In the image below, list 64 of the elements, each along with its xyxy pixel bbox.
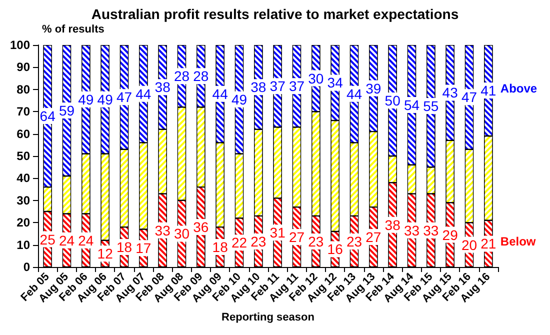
y-tick-label: 100: [10, 38, 30, 52]
data-label: 24: [78, 232, 94, 248]
data-label: 20: [461, 236, 478, 253]
data-label: 22: [231, 234, 248, 251]
y-axis-title: % of results: [42, 24, 104, 36]
data-label: 38: [250, 79, 266, 96]
data-label: 17: [136, 240, 152, 256]
data-label: 18: [116, 239, 132, 256]
y-tick-label: 10: [16, 238, 30, 252]
data-label: 30: [174, 226, 190, 242]
data-label: 33: [423, 222, 439, 238]
data-label: 23: [346, 233, 362, 250]
data-label: 36: [193, 219, 209, 236]
y-tick-label: 40: [16, 171, 30, 186]
y-tick-label: 0: [23, 260, 30, 274]
data-label: 37: [270, 78, 286, 94]
data-label: 47: [116, 89, 132, 106]
y-tick-label: 80: [16, 82, 30, 96]
data-label: 29: [442, 226, 458, 243]
data-label: 44: [346, 86, 362, 102]
y-tick-label: 60: [16, 126, 30, 141]
y-tick-label: 90: [16, 60, 30, 74]
data-label: 33: [404, 222, 420, 238]
data-label: 31: [270, 224, 286, 241]
data-label: 59: [58, 102, 75, 118]
data-label: 27: [288, 229, 305, 246]
data-label: 27: [366, 229, 382, 246]
data-label: 37: [288, 78, 305, 94]
data-label: 47: [461, 89, 478, 106]
data-label: 12: [97, 246, 114, 262]
series-label: Above: [500, 82, 538, 96]
series-label: Below: [500, 234, 536, 249]
data-label: 23: [308, 233, 324, 250]
data-label: 39: [366, 80, 382, 96]
data-label: 28: [193, 68, 209, 84]
data-label: 49: [231, 91, 248, 108]
data-label: 23: [250, 233, 266, 250]
data-label: 34: [327, 74, 344, 91]
y-tick-label: 20: [16, 216, 30, 230]
y-tick-label: 30: [16, 193, 30, 208]
data-label: 24: [58, 232, 75, 248]
data-label: 44: [136, 86, 152, 102]
x-axis-title: Reporting season: [222, 311, 315, 324]
data-label: 25: [40, 231, 56, 248]
y-tick-label: 50: [16, 149, 30, 163]
data-label: 38: [154, 79, 171, 96]
data-label: 38: [384, 216, 401, 233]
chart-title: Australian profit results relative to market expectations: [91, 6, 459, 22]
data-label: 41: [480, 82, 496, 99]
data-label: 43: [442, 84, 458, 101]
data-label: 28: [174, 68, 190, 84]
data-label: 18: [212, 239, 228, 256]
data-label: 16: [327, 241, 344, 258]
data-label: 55: [423, 98, 439, 114]
data-label: 44: [212, 86, 228, 102]
data-label: 21: [480, 236, 496, 252]
data-label: 49: [97, 91, 114, 108]
data-label: 64: [40, 108, 56, 124]
data-label: 30: [308, 70, 324, 86]
y-tick-label: 70: [16, 104, 30, 119]
data-label: 54: [404, 96, 420, 113]
data-label: 33: [154, 222, 171, 238]
data-label: 50: [384, 92, 401, 108]
data-label: 49: [78, 91, 94, 108]
